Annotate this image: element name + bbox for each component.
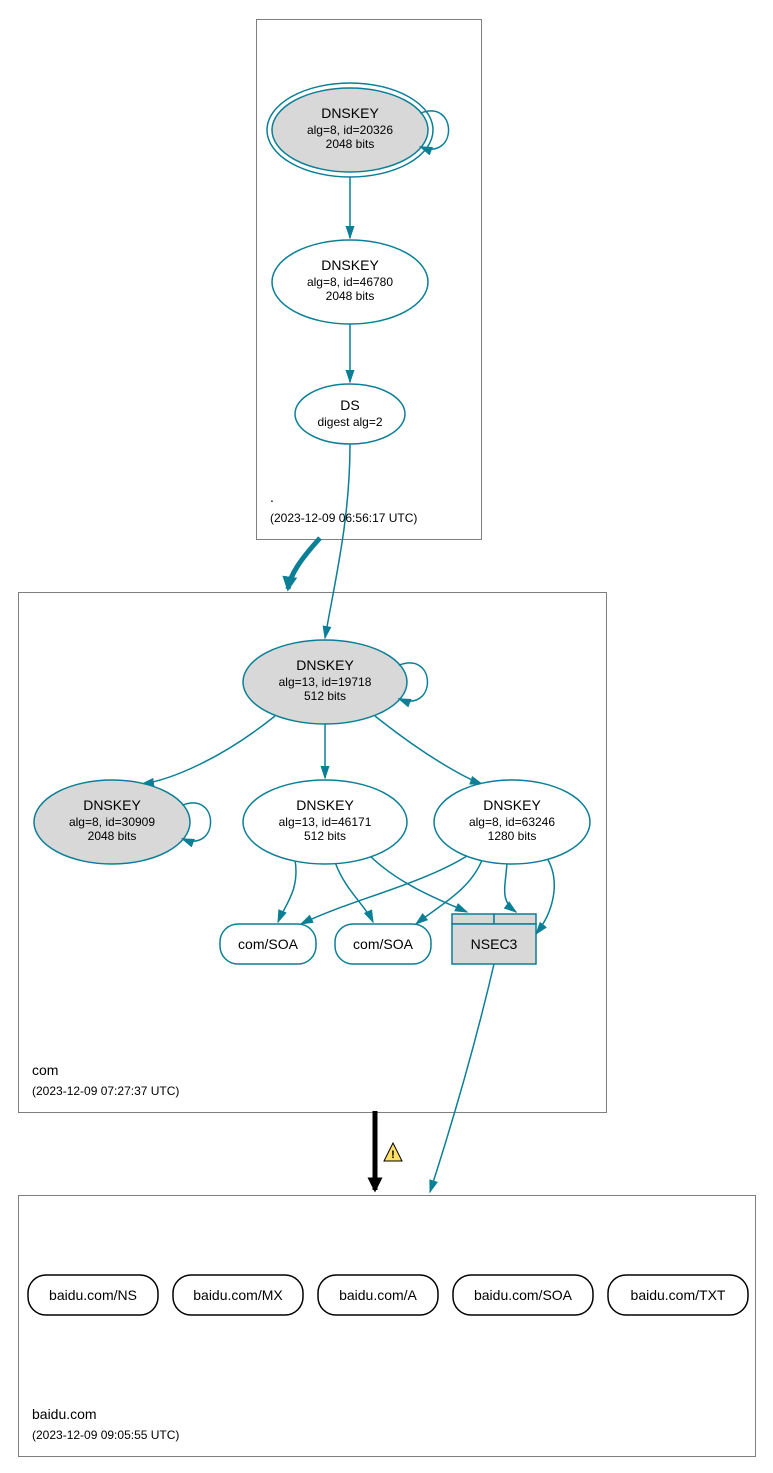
svg-text:alg=8, id=20326: alg=8, id=20326 — [307, 123, 393, 137]
node-com_zsk2-title: DNSKEY — [296, 797, 354, 813]
svg-text:.: . — [270, 489, 274, 505]
node-root_ds-title: DS — [340, 397, 359, 413]
node-com_ksk-title: DNSKEY — [296, 657, 354, 673]
rrect-baidu_mx-label: baidu.com/MX — [193, 1287, 283, 1303]
node-root_ksk-title: DNSKEY — [321, 105, 379, 121]
svg-text:baidu.com: baidu.com — [32, 1406, 97, 1422]
svg-text:alg=8, id=63246: alg=8, id=63246 — [469, 815, 555, 829]
svg-text:512 bits: 512 bits — [304, 689, 346, 703]
svg-text:digest alg=2: digest alg=2 — [317, 415, 382, 429]
rrect-baidu_a-label: baidu.com/A — [339, 1287, 417, 1303]
svg-text:(2023-12-09 09:05:55 UTC): (2023-12-09 09:05:55 UTC) — [32, 1428, 179, 1442]
svg-text:512 bits: 512 bits — [304, 829, 346, 843]
svg-text:2048 bits: 2048 bits — [326, 137, 375, 151]
svg-text:2048 bits: 2048 bits — [326, 289, 375, 303]
nsec3-label: NSEC3 — [471, 936, 518, 952]
svg-text:alg=13, id=19718: alg=13, id=19718 — [279, 675, 372, 689]
svg-text:alg=8, id=30909: alg=8, id=30909 — [69, 815, 155, 829]
svg-text:alg=13, id=46171: alg=13, id=46171 — [279, 815, 372, 829]
svg-text:com: com — [32, 1062, 58, 1078]
svg-text:!: ! — [391, 1149, 395, 1161]
rrect-baidu_txt-label: baidu.com/TXT — [631, 1287, 726, 1303]
rrect-com_soa1-label: com/SOA — [238, 936, 299, 952]
rrect-baidu_soa-label: baidu.com/SOA — [474, 1287, 573, 1303]
node-com_zsk1-title: DNSKEY — [83, 797, 141, 813]
svg-text:(2023-12-09 06:56:17 UTC): (2023-12-09 06:56:17 UTC) — [270, 511, 417, 525]
node-root_zsk-title: DNSKEY — [321, 257, 379, 273]
node-root_ds — [295, 384, 405, 444]
rrect-baidu_ns-label: baidu.com/NS — [49, 1287, 137, 1303]
graph-svg: DNSKEYalg=8, id=203262048 bitsDNSKEYalg=… — [0, 0, 773, 1473]
rrect-com_soa2-label: com/SOA — [353, 936, 414, 952]
svg-text:(2023-12-09 07:27:37 UTC): (2023-12-09 07:27:37 UTC) — [32, 1084, 179, 1098]
svg-text:1280 bits: 1280 bits — [488, 829, 537, 843]
svg-text:2048 bits: 2048 bits — [88, 829, 137, 843]
svg-text:alg=8, id=46780: alg=8, id=46780 — [307, 275, 393, 289]
node-com_zsk3-title: DNSKEY — [483, 797, 541, 813]
